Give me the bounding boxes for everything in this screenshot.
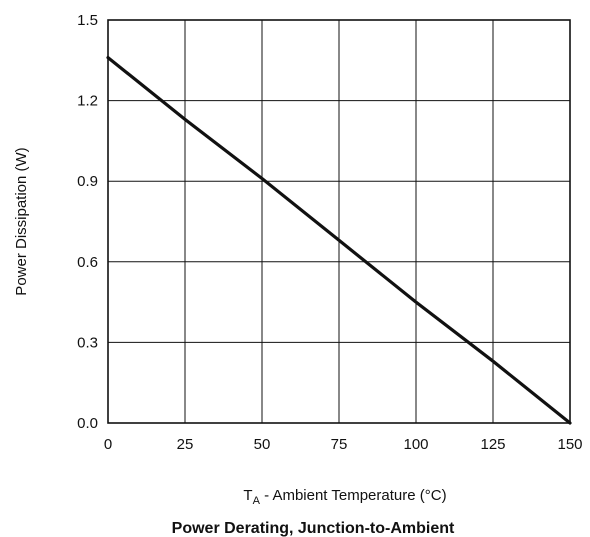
series-line — [106, 55, 572, 425]
x-tick-labels: 0 25 50 75 100 125 150 — [104, 436, 583, 453]
x-axis-label: TA - Ambient Temperature (°C) — [243, 487, 446, 507]
x-axis-label-subscript: A — [253, 495, 261, 507]
x-tick-label: 150 — [557, 436, 582, 453]
x-tick-label: 125 — [480, 436, 505, 453]
series-layer — [106, 55, 572, 425]
x-axis-label-rest: - Ambient Temperature (°C) — [260, 487, 447, 504]
y-tick-label: 0.6 — [77, 254, 98, 271]
y-axis-label: Power Dissipation (W) — [13, 147, 30, 295]
x-tick-label: 50 — [254, 436, 271, 453]
x-axis-label-main: T — [243, 487, 252, 504]
grid — [108, 20, 570, 423]
chart-title: Power Derating, Junction-to-Ambient — [172, 520, 455, 537]
y-tick-label: 0.9 — [77, 173, 98, 190]
x-tick-label: 75 — [331, 436, 348, 453]
y-tick-labels: 0.0 0.3 0.6 0.9 1.2 1.5 — [77, 12, 98, 432]
y-tick-label: 0.0 — [77, 415, 98, 432]
y-tick-label: 0.3 — [77, 334, 98, 351]
x-tick-label: 100 — [403, 436, 428, 453]
x-tick-label: 25 — [177, 436, 194, 453]
x-tick-label: 0 — [104, 436, 112, 453]
y-tick-label: 1.2 — [77, 93, 98, 110]
y-tick-label: 1.5 — [77, 12, 98, 29]
plot-frame — [107, 19, 571, 424]
